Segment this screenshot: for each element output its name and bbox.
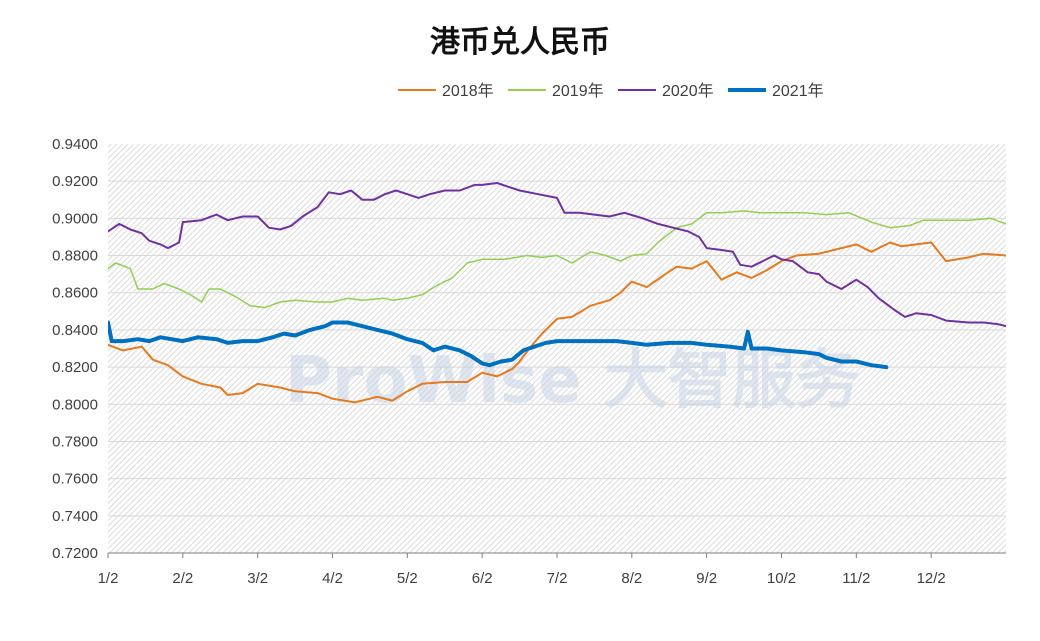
x-tick-label: 10/2 — [767, 570, 796, 587]
series-line-2 — [108, 210, 1006, 309]
plot-area — [108, 144, 1006, 553]
legend: 2018年 2019年 2020年 2021年 — [398, 82, 824, 100]
x-tick-label: 1/2 — [98, 570, 119, 587]
y-tick-label: 0.7400 — [52, 508, 98, 525]
legend-label: 2020年 — [662, 82, 714, 100]
x-tick-label: 5/2 — [397, 570, 418, 587]
y-tick-label: 0.8000 — [52, 396, 98, 413]
y-tick-label: 0.7200 — [52, 545, 98, 562]
chart-title: 港币兑人民币 — [430, 25, 610, 60]
y-tick-label: 0.9000 — [52, 210, 98, 227]
series-lines — [108, 182, 1006, 404]
x-tick-label: 9/2 — [696, 570, 717, 587]
x-tick-label: 3/2 — [247, 570, 268, 587]
y-axis-ticks: 0.9400 0.9200 0.9000 0.8800 0.8600 0.8400 0.82… — [52, 136, 98, 562]
y-tick-label: 0.7800 — [52, 433, 98, 450]
watermark: ProWise 大智服务 — [285, 344, 860, 418]
x-tick-label: 12/2 — [917, 570, 946, 587]
series-line-4 — [108, 320, 889, 370]
y-tick-label: 0.8200 — [52, 359, 98, 376]
y-tick-label: 0.8800 — [52, 248, 98, 265]
y-tick-label: 0.7600 — [52, 471, 98, 488]
x-tick-label: 8/2 — [621, 570, 642, 587]
y-tick-label: 0.9200 — [52, 173, 98, 190]
x-tick-label: 6/2 — [472, 570, 493, 587]
y-tick-label: 0.8400 — [52, 322, 98, 339]
x-tick-label: 4/2 — [322, 570, 343, 587]
x-tick-label: 7/2 — [547, 570, 568, 587]
legend-label: 2019年 — [552, 82, 604, 100]
legend-label: 2018年 — [442, 82, 494, 100]
x-axis-ticks: 1/2 2/2 3/2 4/2 5/2 6/2 7/2 8/2 9/2 10/2 11/2 12/2 — [98, 553, 946, 587]
legend-label: 2021年 — [772, 82, 824, 100]
x-tick-label: 11/2 — [842, 570, 870, 587]
series-line-1 — [108, 241, 1006, 404]
y-tick-label: 0.9400 — [52, 136, 98, 153]
x-tick-label: 2/2 — [172, 570, 193, 587]
series-line-3 — [108, 182, 1006, 328]
y-tick-label: 0.8600 — [52, 285, 98, 302]
